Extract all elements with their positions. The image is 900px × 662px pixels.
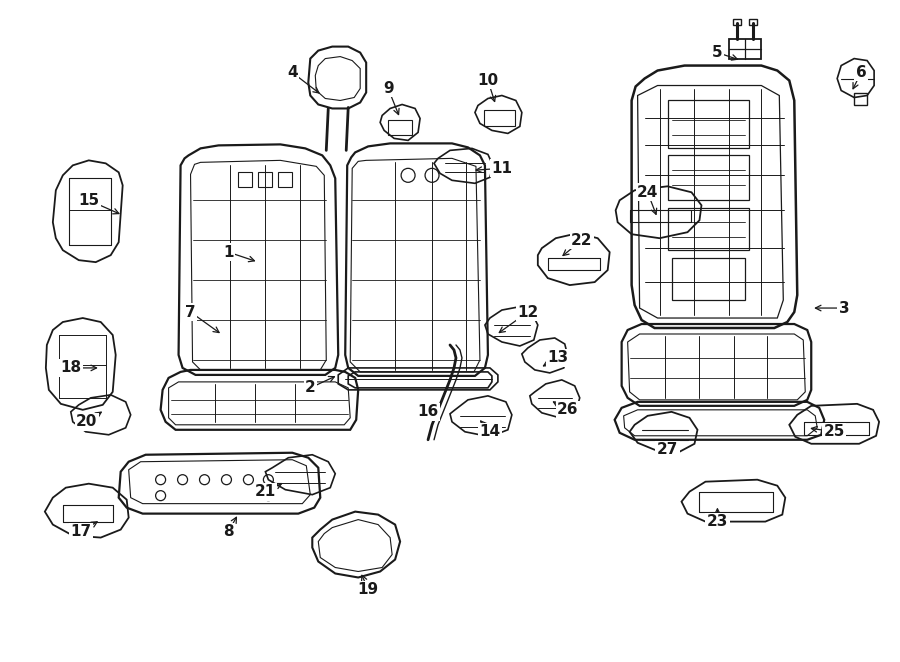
Text: 18: 18	[60, 360, 81, 375]
Text: 5: 5	[712, 45, 723, 60]
Text: 4: 4	[287, 65, 298, 80]
Text: 6: 6	[856, 65, 867, 80]
Text: 3: 3	[839, 301, 850, 316]
Text: 11: 11	[491, 161, 512, 176]
Text: 25: 25	[824, 424, 845, 440]
Text: 8: 8	[223, 524, 234, 539]
Text: 9: 9	[382, 81, 393, 96]
Text: 2: 2	[305, 381, 316, 395]
Text: 17: 17	[70, 524, 91, 539]
Text: 19: 19	[357, 582, 379, 597]
Text: 12: 12	[518, 305, 538, 320]
Text: 15: 15	[78, 193, 99, 208]
Text: 22: 22	[571, 232, 592, 248]
Text: 24: 24	[637, 185, 658, 200]
Text: 21: 21	[255, 484, 276, 499]
Text: 20: 20	[76, 414, 97, 430]
Text: 7: 7	[185, 305, 196, 320]
Text: 13: 13	[547, 350, 568, 365]
Text: 23: 23	[706, 514, 728, 529]
Text: 1: 1	[223, 245, 234, 260]
Text: 14: 14	[480, 424, 500, 440]
Text: 26: 26	[557, 402, 579, 417]
Text: 10: 10	[477, 73, 499, 88]
Text: 16: 16	[418, 404, 438, 419]
Text: 27: 27	[657, 442, 679, 457]
